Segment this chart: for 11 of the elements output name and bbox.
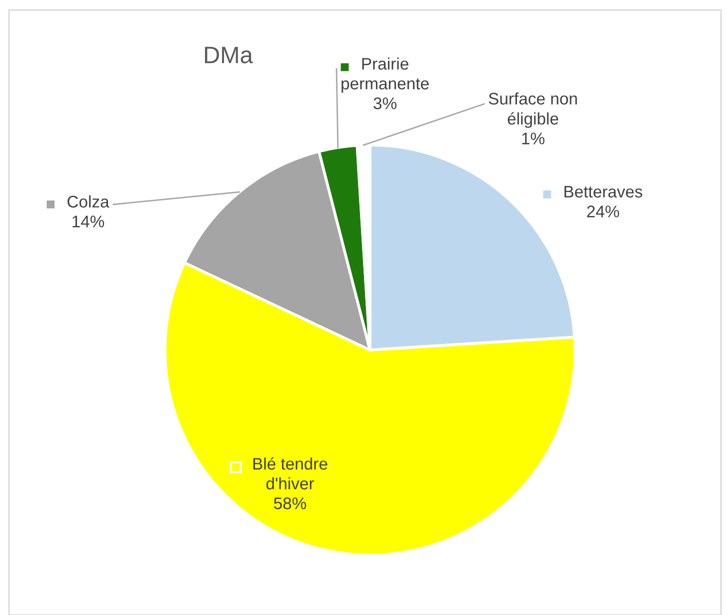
- data-label: 14%: [72, 216, 104, 228]
- data-label: 3%: [374, 97, 396, 110]
- data-label: 24%: [587, 206, 620, 218]
- legend-label: Blé tendre d'hiver: [253, 457, 328, 490]
- legend-label: Betteraves: [564, 186, 642, 198]
- data-label: 1%: [522, 132, 544, 144]
- data-label: 58%: [274, 497, 306, 510]
- legend-label: Colza: [68, 195, 110, 208]
- legend-label: Prairie permanente: [342, 57, 429, 93]
- chart-title: DMa: [205, 46, 253, 64]
- slice-label: Surface non éligible: [488, 92, 577, 128]
